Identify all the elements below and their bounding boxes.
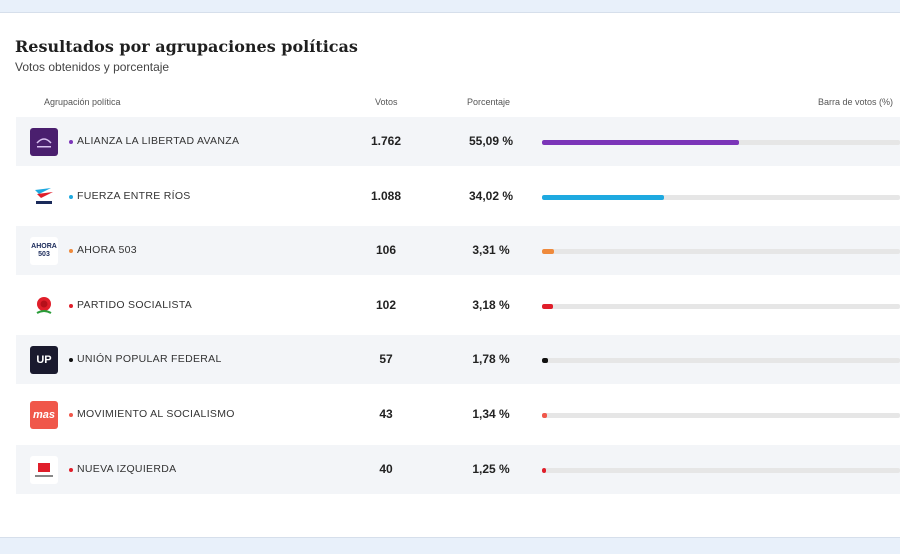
libertad-avanza-logo <box>30 128 58 156</box>
party-percent: 1,34 % <box>472 406 510 421</box>
vote-bar-fill <box>542 412 547 418</box>
nueva-izquierda-logo <box>30 455 58 484</box>
party-votes: 106 <box>375 243 397 258</box>
logo-text: AHORA 503 <box>31 243 57 259</box>
header-percent: Porcentaje <box>467 97 511 107</box>
table-row: ALIANZA LA LIBERTAD AVANZA 1.762 55,09 % <box>16 117 900 166</box>
party-name: NUEVA IZQUIERDA <box>77 462 177 475</box>
ahora-503-logo: AHORA 503 <box>30 237 58 266</box>
table-row: mas MOVIMIENTO AL SOCIALISMO 43 1,34 % <box>16 389 900 439</box>
party-color-dot <box>69 249 73 254</box>
page-title: Resultados por agrupaciones políticas <box>15 37 358 56</box>
party-name: MOVIMIENTO AL SOCIALISMO <box>77 407 235 420</box>
party-name: UNIÓN POPULAR FEDERAL <box>77 353 222 366</box>
party-percent: 3,31 % <box>472 243 510 258</box>
results-card: Resultados por agrupaciones políticas Vo… <box>0 12 900 538</box>
party-percent: 34,02 % <box>468 188 514 203</box>
page-subtitle: Votos obtenidos y porcentaje <box>15 60 170 74</box>
mas-logo: mas <box>30 400 58 429</box>
logo-text: UP <box>36 354 52 367</box>
party-name: PARTIDO SOCIALISTA <box>77 298 193 311</box>
vote-bar-track <box>542 303 900 309</box>
table-row: NUEVA IZQUIERDA 40 1,25 % <box>16 444 900 494</box>
table-row: PARTIDO SOCIALISTA 102 3,18 % <box>16 280 900 330</box>
logo-text: mas <box>32 408 56 421</box>
vote-bar-track <box>542 412 900 418</box>
party-color-dot <box>69 140 73 144</box>
table-row: FUERZA ENTRE RÍOS 1.088 34,02 % <box>16 171 900 221</box>
table-row: UP UNIÓN POPULAR FEDERAL 57 1,78 % <box>16 335 900 385</box>
party-color-dot <box>69 412 73 417</box>
party-name: FUERZA ENTRE RÍOS <box>77 189 191 202</box>
party-color-dot <box>69 358 73 363</box>
party-percent: 55,09 % <box>468 134 514 148</box>
party-percent: 3,18 % <box>472 297 510 312</box>
vote-bar-track <box>542 358 900 364</box>
vote-bar-fill <box>542 140 740 145</box>
vote-bar-track <box>542 140 900 145</box>
party-votes: 57 <box>379 352 393 367</box>
party-color-dot <box>69 303 73 308</box>
vote-bar-track <box>542 194 900 200</box>
vote-bar-fill <box>542 249 554 255</box>
party-votes: 40 <box>379 461 393 476</box>
party-name: ALIANZA LA LIBERTAD AVANZA <box>77 135 240 147</box>
party-votes: 102 <box>375 297 397 312</box>
vote-bar-fill <box>542 194 664 200</box>
header-votes: Votos <box>375 97 398 107</box>
party-color-dot <box>69 467 73 472</box>
party-name: AHORA 503 <box>77 244 137 257</box>
header-party: Agrupación política <box>44 97 121 107</box>
fuerza-entre-rios-logo <box>30 182 58 211</box>
vote-bar-fill <box>542 303 554 309</box>
table-row: AHORA 503 AHORA 503 106 3,31 % <box>16 226 900 276</box>
party-votes: 1.762 <box>370 134 402 148</box>
vote-bar-fill <box>542 467 547 473</box>
vote-bar-fill <box>542 358 549 364</box>
party-percent: 1,78 % <box>472 352 510 367</box>
upf-logo: UP <box>30 346 58 375</box>
rose-icon <box>30 291 58 320</box>
vote-bar-track <box>542 249 900 255</box>
party-votes: 1.088 <box>370 188 402 203</box>
party-percent: 1,25 % <box>472 461 510 476</box>
vote-bar-track <box>542 467 900 473</box>
results-table: ALIANZA LA LIBERTAD AVANZA 1.762 55,09 % FU… <box>16 117 900 499</box>
header-vote-bar: Barra de votos (%) <box>818 97 894 107</box>
party-votes: 43 <box>379 406 393 421</box>
party-color-dot <box>69 194 73 199</box>
